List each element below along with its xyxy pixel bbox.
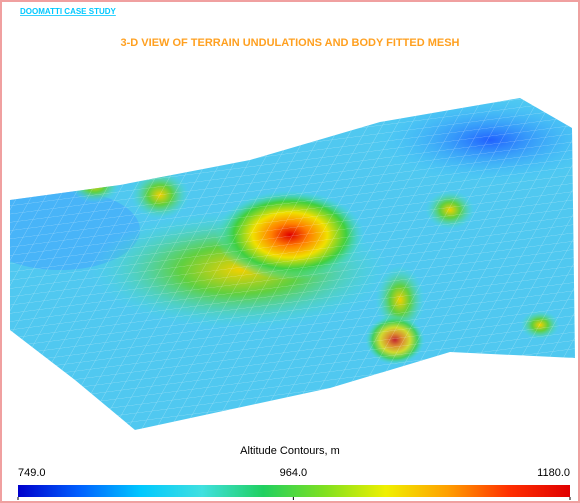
colorbar-label: Altitude Contours, m	[240, 445, 340, 457]
page: DOOMATTI CASE STUDY 3-D VIEW OF TERRAIN …	[0, 0, 580, 503]
colorbar-tick-label: 964.0	[280, 467, 308, 479]
header: DOOMATTI CASE STUDY	[20, 7, 117, 16]
colorbar-tick-label: 1180.0	[537, 467, 570, 479]
title: 3-D VIEW OF TERRAIN UNDULATIONS AND BODY…	[121, 37, 460, 49]
colorbar-tick-label: 749.0	[18, 467, 46, 479]
colorbar-scale	[18, 485, 570, 497]
